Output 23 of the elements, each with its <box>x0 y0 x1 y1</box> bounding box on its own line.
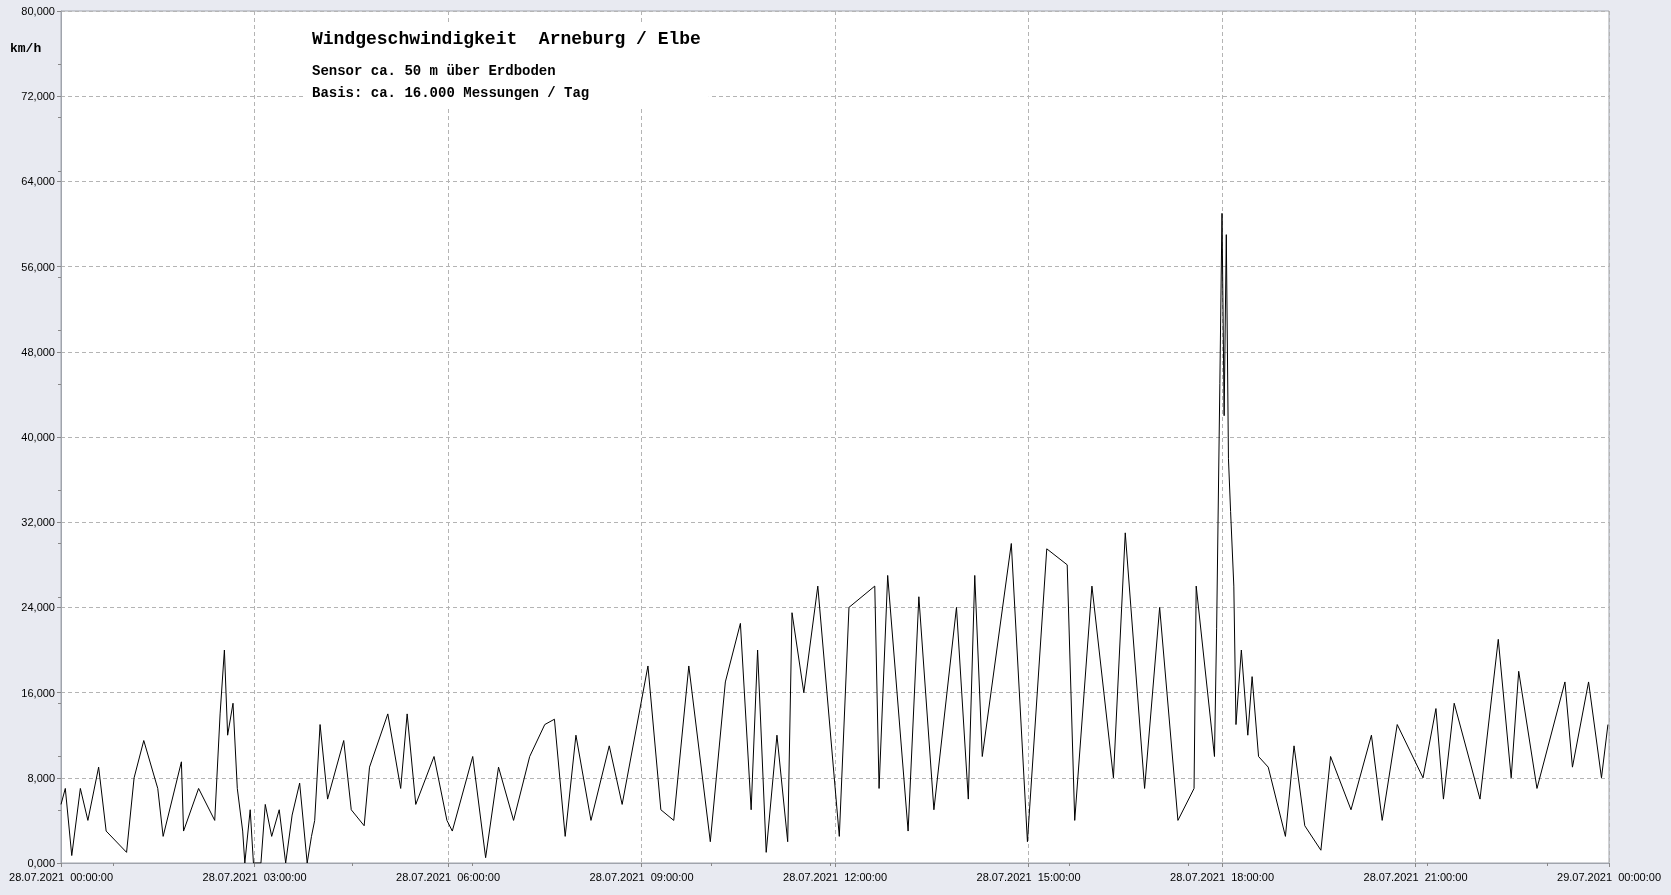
y-tick-label: 16,000 <box>21 686 55 699</box>
y-tick-label: 0,000 <box>27 857 55 869</box>
y-tick-label: 72,000 <box>21 90 55 103</box>
x-tick-label: 28.07.2021 03:00:00 <box>202 870 307 883</box>
y-tick-label: 8,000 <box>27 771 55 784</box>
y-tick-label: 24,000 <box>21 601 55 614</box>
x-tick-label: 29.07.2021 00:00:00 <box>1557 870 1661 883</box>
x-tick-label: 28.07.2021 06:00:00 <box>396 870 500 883</box>
y-tick-label: 64,000 <box>21 175 55 188</box>
x-tick-label: 28.07.2021 12:00:00 <box>783 870 887 883</box>
text: Sensor ca. 50 m über Erdboden Basis: ca. 16.000 Messungen / Tag <box>312 63 590 101</box>
x-tick-label: 28.07.2021 15:00:00 <box>976 870 1081 883</box>
text: Windgeschwindigkeit Arneburg / Elbe <box>312 29 701 49</box>
y-tick-label: 80,000 <box>21 5 55 17</box>
y-tick-label: 48,000 <box>21 345 55 358</box>
y-tick-label: 40,000 <box>21 431 55 443</box>
x-tick-label: 28.07.2021 21:00:00 <box>1363 870 1468 883</box>
x-tick-label: 28.07.2021 00:00:00 <box>9 870 113 883</box>
x-tick-label: 28.07.2021 09:00:00 <box>589 870 694 883</box>
y-tick-label: 32,000 <box>21 516 55 529</box>
y-axis-title: km/h <box>10 41 42 56</box>
y-tick-label: 56,000 <box>21 260 55 273</box>
x-tick-label: 28.07.2021 18:00:00 <box>1170 870 1274 883</box>
